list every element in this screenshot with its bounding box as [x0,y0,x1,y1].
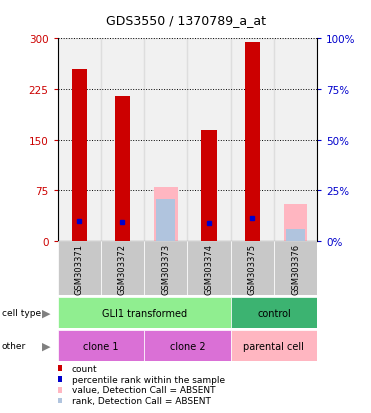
Text: count: count [72,364,97,373]
Text: ▶: ▶ [42,308,50,318]
Bar [231,242,274,295]
Bar [274,39,317,242]
Text: clone 1: clone 1 [83,341,119,351]
Bar [231,297,317,328]
Bar [101,242,144,295]
Bar [187,242,231,295]
Text: control: control [257,308,291,318]
Bar [58,242,101,295]
Text: GSM303371: GSM303371 [75,243,83,294]
Text: ▶: ▶ [42,341,50,351]
Text: other: other [2,342,26,350]
Bar [72,69,87,242]
Text: GSM303374: GSM303374 [204,243,213,294]
Bar [286,230,305,242]
Bar [245,43,260,242]
Bar [156,200,175,242]
Bar [144,242,187,295]
Bar [231,39,274,242]
Text: percentile rank within the sample: percentile rank within the sample [72,375,225,384]
Text: GSM303376: GSM303376 [291,243,300,294]
Text: cell type: cell type [2,309,41,317]
Text: GSM303373: GSM303373 [161,243,170,294]
Bar [58,297,231,328]
Text: value, Detection Call = ABSENT: value, Detection Call = ABSENT [72,385,215,394]
Bar [284,204,308,242]
Bar [144,39,187,242]
Bar [201,131,217,242]
Text: parental cell: parental cell [243,341,304,351]
Bar [231,330,317,361]
Bar [187,39,231,242]
Bar [144,330,231,361]
Bar [101,39,144,242]
Bar [115,97,130,242]
Text: GLI1 transformed: GLI1 transformed [102,308,187,318]
Text: clone 2: clone 2 [170,341,205,351]
Text: rank, Detection Call = ABSENT: rank, Detection Call = ABSENT [72,396,210,405]
Bar [154,188,178,242]
Text: GSM303372: GSM303372 [118,243,127,294]
Bar [58,330,144,361]
Bar [58,39,101,242]
Text: GSM303375: GSM303375 [248,243,257,294]
Bar [274,242,317,295]
Text: GDS3550 / 1370789_a_at: GDS3550 / 1370789_a_at [105,14,266,27]
